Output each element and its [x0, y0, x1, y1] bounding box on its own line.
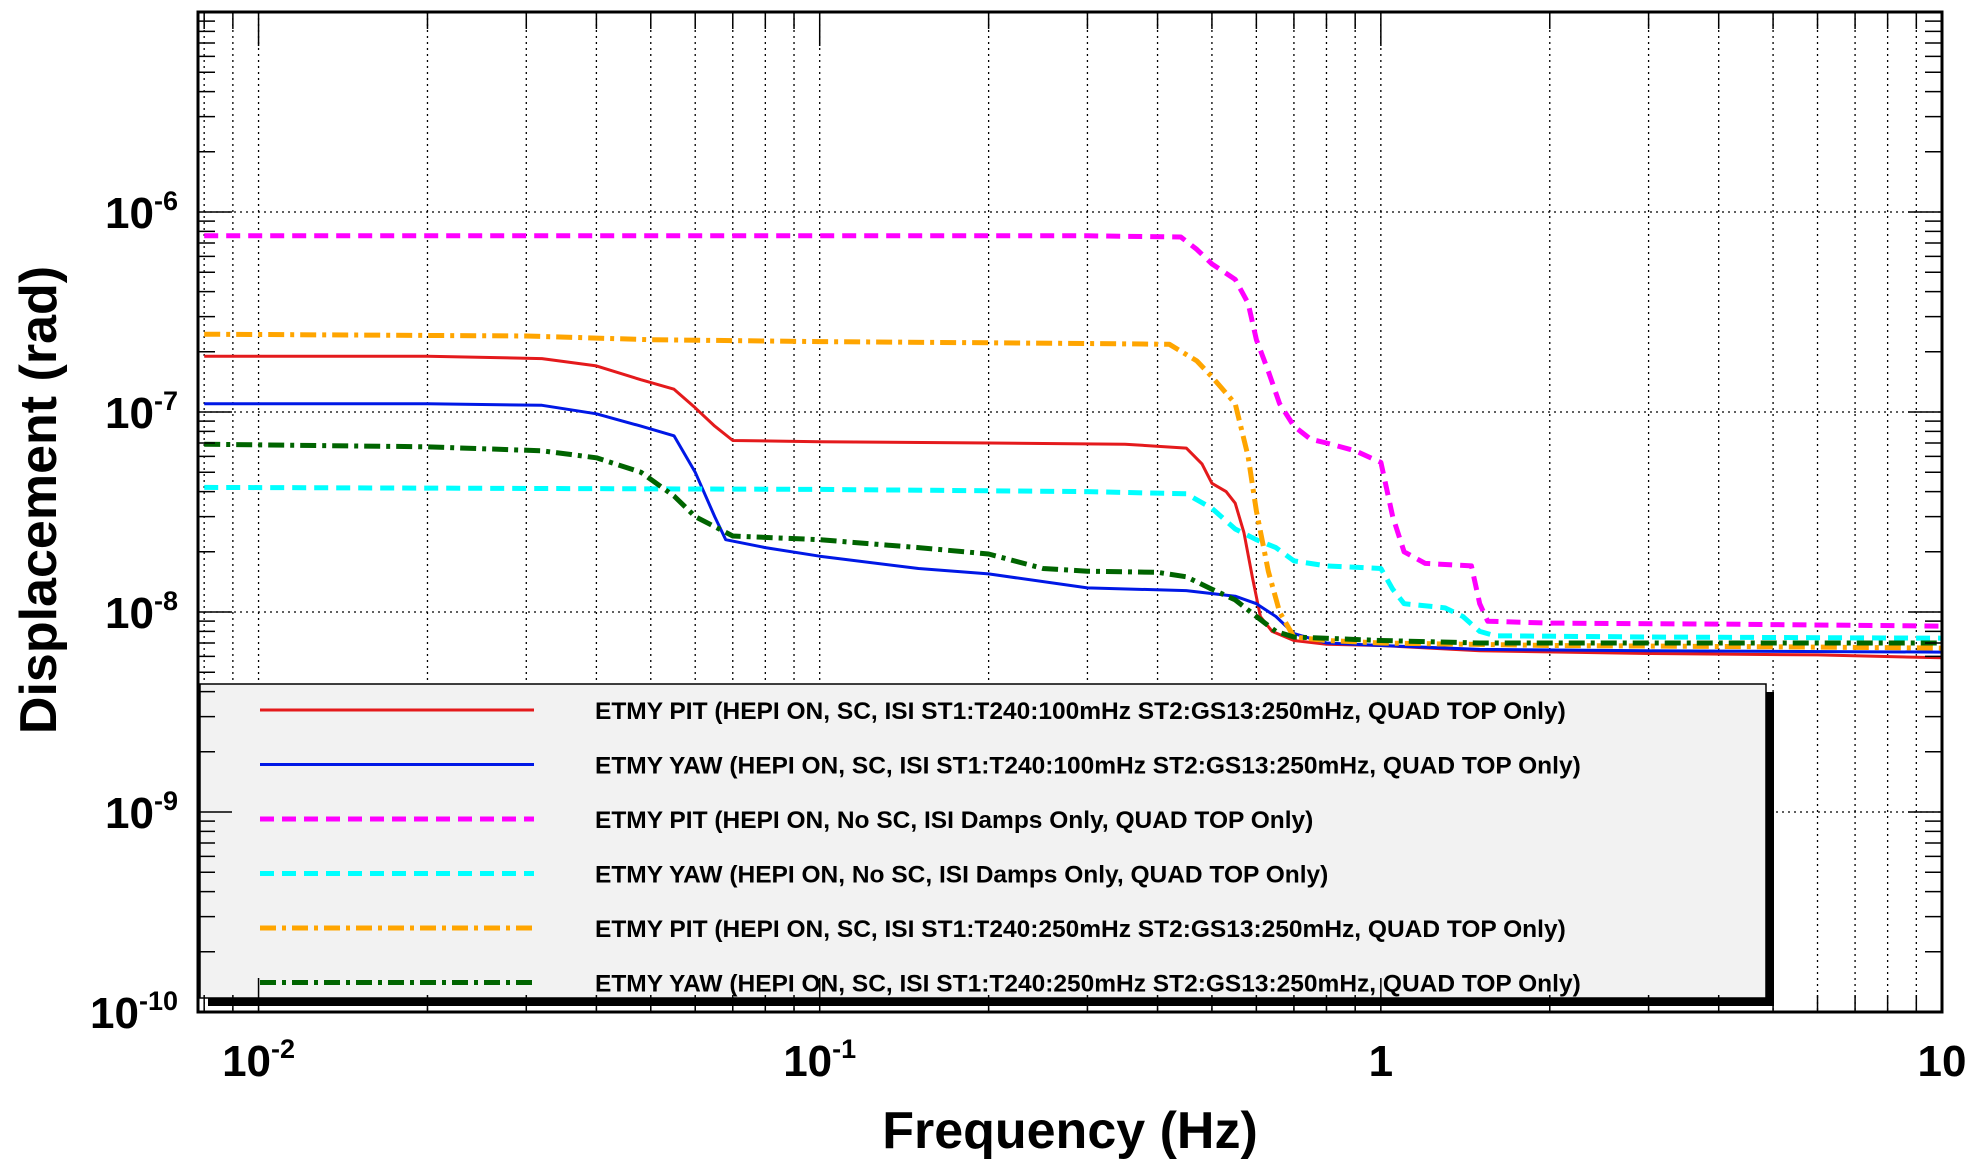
- x-tick-label: 10: [1918, 1037, 1967, 1086]
- series-line-3: [204, 233, 1943, 629]
- legend-box: [199, 683, 1767, 999]
- series-lines: [204, 233, 1943, 660]
- legend-label: ETMY YAW (HEPI ON, SC, ISI ST1:T240:250m…: [595, 971, 1581, 998]
- series-line-6: [204, 441, 1942, 646]
- legend-label: ETMY YAW (HEPI ON, SC, ISI ST1:T240:100m…: [595, 753, 1581, 780]
- y-tick-label: 10-10: [90, 986, 178, 1038]
- y-axis-title: Displacement (rad): [10, 266, 68, 734]
- legend: ETMY PIT (HEPI ON, SC, ISI ST1:T240:100m…: [199, 683, 1774, 1006]
- plot-frame: [196, 10, 1944, 1014]
- y-tick-label: 10-7: [105, 386, 178, 438]
- legend-label: ETMY PIT (HEPI ON, SC, ISI ST1:T240:250m…: [595, 916, 1566, 943]
- y-tick-label: 10-9: [105, 786, 178, 838]
- y-tick-label: 10-8: [105, 586, 178, 638]
- y-tick-label: 10-6: [105, 186, 178, 238]
- tick-labels: 10-2 10-1 1 10 10-10 10-9 10-8 10-7 10-6: [90, 186, 1966, 1086]
- x-tick-label: 10-1: [783, 1034, 856, 1086]
- series-line-4: [204, 484, 1943, 641]
- legend-label: ETMY PIT (HEPI ON, SC, ISI ST1:T240:100m…: [595, 698, 1566, 725]
- x-axis-title: Frequency (Hz): [882, 1102, 1258, 1160]
- legend-label: ETMY PIT (HEPI ON, No SC, ISI Damps Only…: [595, 807, 1313, 834]
- x-tick-label: 1: [1369, 1037, 1393, 1086]
- legend-label: ETMY YAW (HEPI ON, No SC, ISI Damps Only…: [595, 862, 1328, 889]
- x-tick-label: 10-2: [222, 1034, 295, 1086]
- axis-ticks: [198, 12, 1943, 1013]
- series-line-2: [204, 402, 1943, 654]
